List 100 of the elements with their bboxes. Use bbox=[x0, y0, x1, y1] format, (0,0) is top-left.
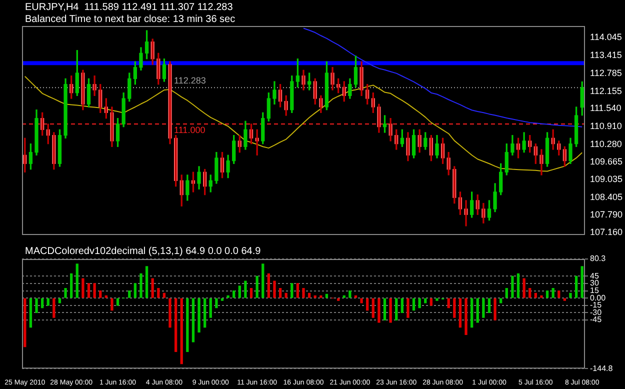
bar bbox=[476, 298, 479, 323]
y-tick-label: 109.035 bbox=[590, 174, 623, 184]
bar bbox=[128, 290, 131, 298]
y-tick-label: 15 bbox=[590, 286, 600, 295]
bar bbox=[308, 292, 311, 298]
bar bbox=[232, 290, 236, 298]
bar bbox=[198, 298, 200, 333]
ref-line-label: 112.283 bbox=[174, 76, 206, 86]
bar bbox=[574, 276, 578, 298]
y-tick-label: 114.045 bbox=[590, 32, 622, 42]
bar bbox=[134, 283, 137, 298]
bar bbox=[238, 286, 241, 298]
y-tick-label: 108.405 bbox=[590, 192, 623, 202]
bar bbox=[348, 290, 352, 298]
bar bbox=[76, 264, 78, 298]
bar bbox=[494, 298, 496, 320]
chart-title: EURJPY,H4 111.589 112.491 111.307 112.283 bbox=[25, 2, 234, 13]
bar bbox=[192, 298, 195, 342]
bar bbox=[64, 288, 67, 298]
bar bbox=[325, 294, 328, 298]
y-tick-label: -30 bbox=[590, 308, 602, 317]
y-tick-label: 30 bbox=[590, 278, 600, 288]
bar bbox=[273, 280, 276, 298]
bar bbox=[500, 298, 502, 304]
bar bbox=[366, 298, 369, 311]
bar bbox=[511, 276, 514, 298]
bar bbox=[383, 298, 386, 320]
bar bbox=[24, 298, 26, 348]
bar bbox=[40, 298, 44, 308]
y-tick-label: 0.00 bbox=[590, 293, 606, 302]
y-tick-label: 111.540 bbox=[590, 103, 622, 114]
y-tick-label: 112.785 bbox=[590, 68, 622, 78]
bar bbox=[558, 290, 560, 298]
bar bbox=[546, 290, 549, 298]
bar bbox=[389, 298, 392, 323]
y-tick-label: 80.3 bbox=[590, 254, 606, 264]
y-tick-label: -45 bbox=[590, 315, 602, 324]
bar bbox=[482, 298, 485, 318]
bar bbox=[395, 298, 398, 320]
bar bbox=[378, 298, 380, 323]
bar bbox=[162, 292, 166, 298]
bar bbox=[82, 278, 84, 298]
y-tick-label: -15 bbox=[590, 300, 602, 310]
y-tick-label: 109.665 bbox=[590, 156, 623, 166]
bar bbox=[262, 264, 264, 298]
bar bbox=[186, 298, 189, 352]
bar bbox=[35, 298, 38, 314]
bar bbox=[93, 283, 96, 298]
bar bbox=[453, 298, 456, 318]
bar bbox=[99, 290, 102, 298]
bar bbox=[360, 298, 363, 304]
bar bbox=[406, 298, 410, 318]
bar bbox=[204, 298, 206, 328]
bar bbox=[505, 288, 508, 298]
bar bbox=[70, 273, 73, 298]
bar bbox=[418, 298, 421, 308]
bar bbox=[244, 280, 247, 298]
bar bbox=[168, 298, 172, 328]
bar bbox=[110, 298, 114, 311]
chart-subtitle: Balanced Time to next bar close: 13 min 36 sec bbox=[25, 14, 236, 25]
bar bbox=[87, 283, 90, 298]
bar bbox=[447, 298, 450, 308]
bar bbox=[528, 288, 532, 298]
bar bbox=[215, 298, 218, 308]
bar bbox=[250, 288, 253, 298]
ref-line-label: 111.000 bbox=[174, 124, 206, 135]
bar bbox=[157, 288, 160, 298]
bar bbox=[458, 298, 462, 328]
y-tick-label: -144.8 bbox=[590, 364, 614, 373]
bar bbox=[372, 298, 374, 318]
bar bbox=[436, 298, 438, 301]
y-tick-label: 107.160 bbox=[590, 227, 623, 238]
bar bbox=[302, 288, 305, 298]
bar bbox=[180, 298, 183, 364]
bar bbox=[52, 298, 56, 318]
y-tick-label: 110.280 bbox=[590, 138, 622, 149]
y-tick-label: 45 bbox=[590, 271, 600, 280]
bar bbox=[226, 295, 230, 298]
bar bbox=[488, 298, 491, 314]
bar bbox=[174, 298, 178, 352]
bar bbox=[267, 273, 270, 298]
bar bbox=[278, 288, 282, 298]
bar bbox=[145, 266, 148, 298]
bar bbox=[552, 288, 554, 298]
bar bbox=[464, 298, 468, 335]
bar bbox=[296, 283, 300, 298]
bar bbox=[424, 298, 427, 304]
bar bbox=[284, 292, 288, 298]
y-tick-label: 113.415 bbox=[590, 50, 622, 60]
bar bbox=[290, 283, 294, 298]
bar bbox=[534, 292, 537, 298]
bar bbox=[516, 273, 520, 298]
bar bbox=[470, 298, 474, 328]
bar bbox=[400, 298, 404, 314]
bar bbox=[140, 273, 142, 298]
chart-title: MACDColoredv102decimal (5,13,1) 64.9 0.0 0.0 64.9 bbox=[25, 246, 262, 257]
bar bbox=[58, 298, 62, 304]
bar bbox=[540, 295, 543, 298]
bar bbox=[151, 278, 154, 298]
y-tick-label: 110.910 bbox=[590, 121, 622, 132]
